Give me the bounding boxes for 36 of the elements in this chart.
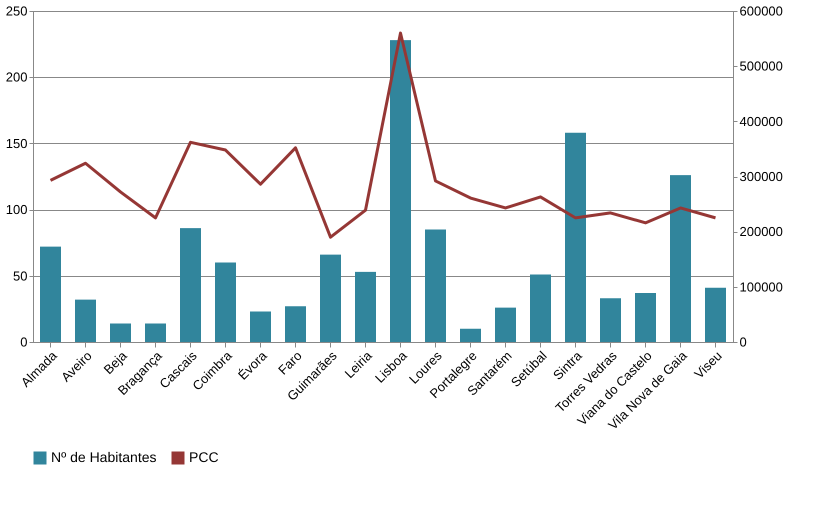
y2-tick-label: 600000 [740,4,783,18]
y2-tick-label: 400000 [740,114,783,129]
bar [145,323,166,342]
line-series [49,32,717,239]
legend-label: PCC [189,449,219,465]
bar [40,246,61,342]
bar [530,274,551,342]
bar [320,254,341,342]
bar [215,262,236,342]
bar [390,40,411,342]
y-tick-label: 0 [20,334,28,350]
y2-tick-label: 100000 [740,279,783,294]
bar [565,132,586,342]
y2-tick-label: 0 [740,334,747,350]
bar [705,288,726,342]
bar [460,328,481,342]
y-tick-label: 200 [6,70,28,85]
bar [425,229,446,342]
bar [670,175,691,342]
y2-tick-label: 300000 [740,169,783,184]
y2-tick-label: 500000 [740,58,783,74]
y-tick-label: 100 [6,202,28,218]
bar [355,272,376,342]
bar [110,323,131,342]
y-tick-label: 250 [6,4,28,18]
bar [600,298,621,342]
bar [635,293,656,342]
y2-tick-label: 200000 [740,224,783,240]
bar [75,300,96,342]
y-tick-label: 50 [13,268,28,284]
bar [495,308,516,342]
legend-label: Nº de Habitantes [51,449,157,465]
bar [285,306,306,342]
bar [250,312,271,342]
bar [180,228,201,342]
y-tick-label: 150 [6,136,28,151]
